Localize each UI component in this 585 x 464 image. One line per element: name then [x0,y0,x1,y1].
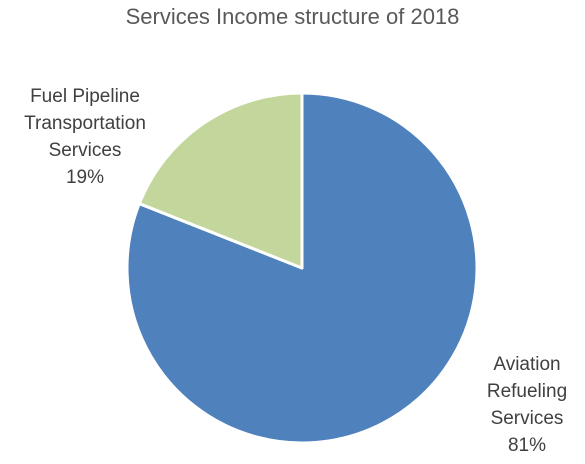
slice-name-line: Aviation [493,354,560,375]
slice-percent-label: 81% [508,435,546,456]
slice-name-line: Refueling [487,381,567,402]
pie-slice-2 [137,91,304,270]
chart-title: Services Income structure of 2018 [125,4,460,29]
slice-name-line: Transportation [24,113,146,134]
slice-label-2: Fuel Pipeline Transportation Services 19% [24,86,146,188]
slice-name-line: Fuel Pipeline [30,86,140,107]
slice-label-1: Aviation Refueling Services 81% [487,354,567,456]
slice-name-line: Services [49,140,122,161]
slice-percent-label: 19% [66,167,104,188]
slice-name-line: Services [491,408,564,429]
